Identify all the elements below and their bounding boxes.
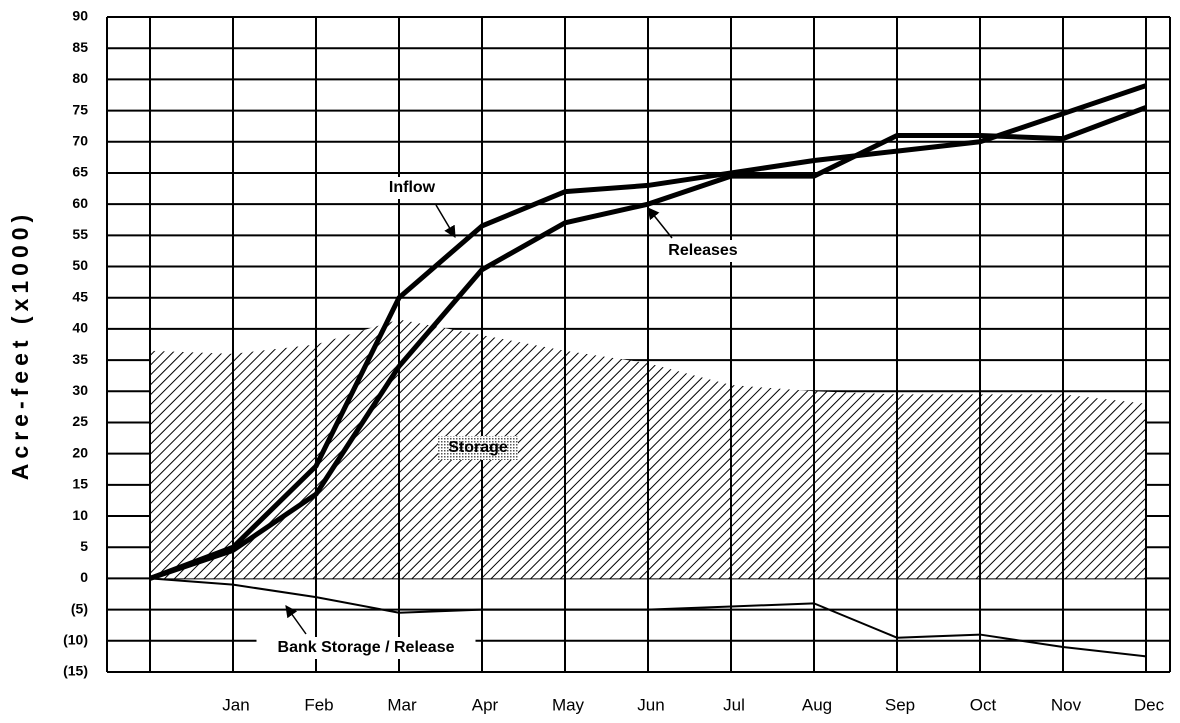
- x-tick-label: Dec: [1134, 695, 1165, 714]
- y-tick-label: 80: [72, 70, 88, 86]
- y-tick-label: 20: [72, 444, 88, 460]
- y-tick-label: 25: [72, 413, 88, 429]
- y-tick-label: 45: [72, 288, 88, 304]
- x-tick-label: Aug: [802, 695, 832, 714]
- y-tick-label: 65: [72, 164, 88, 180]
- y-tick-label: 60: [72, 195, 88, 211]
- y-tick-label: (15): [63, 663, 88, 679]
- annotation-arrow: [647, 207, 673, 239]
- x-tick-label: Feb: [304, 695, 333, 714]
- series-line: [149, 83, 1147, 581]
- y-tick-label: 85: [72, 39, 88, 55]
- y-tick-label: 35: [72, 351, 88, 367]
- series-label: Inflow: [389, 179, 436, 196]
- y-tick-label: 15: [72, 476, 88, 492]
- label-background: [660, 240, 746, 262]
- y-tick-label: 40: [72, 320, 88, 336]
- y-tick-label: 90: [72, 8, 88, 24]
- series-line: [149, 105, 1147, 581]
- annotation-arrow: [435, 204, 456, 239]
- label-background: [438, 436, 518, 460]
- series-label: Bank Storage / Release: [278, 639, 455, 656]
- x-tick-label: May: [552, 695, 585, 714]
- series-label: Storage: [448, 439, 508, 456]
- x-tick-label: Jul: [723, 695, 745, 714]
- plot: (15) (10) (5) 0 5 10 15 20 25 30 35 40 45 50 55 60 65 70 7…: [63, 8, 1171, 714]
- series-label: Releases: [668, 242, 737, 259]
- y-axis-label: Acre-feet (x1000): [7, 210, 33, 480]
- y-tick-label: 70: [72, 132, 88, 148]
- y-tick-label: 30: [72, 382, 88, 398]
- series-line: [149, 577, 1147, 658]
- label-background: [256, 637, 476, 659]
- y-tick-label: (10): [63, 632, 88, 648]
- y-tick-label: 5: [80, 538, 88, 554]
- annotation-arrow: [285, 605, 307, 635]
- y-tick-label: 75: [72, 101, 88, 117]
- x-tick-label: Apr: [472, 695, 499, 714]
- y-tick-label: 0: [80, 569, 88, 585]
- y-tick-label: 50: [72, 257, 88, 273]
- x-tick-label: Mar: [387, 695, 417, 714]
- x-tick-label: Jun: [637, 695, 664, 714]
- x-tick-label: Oct: [970, 695, 997, 714]
- x-tick-label: Sep: [885, 695, 915, 714]
- label-background: [378, 177, 446, 199]
- y-tick-label: 55: [72, 226, 88, 242]
- y-tick-label: 10: [72, 507, 88, 523]
- x-tick-label: Jan: [222, 695, 249, 714]
- x-tick-label: Nov: [1051, 695, 1082, 714]
- y-tick-label: (5): [71, 600, 88, 616]
